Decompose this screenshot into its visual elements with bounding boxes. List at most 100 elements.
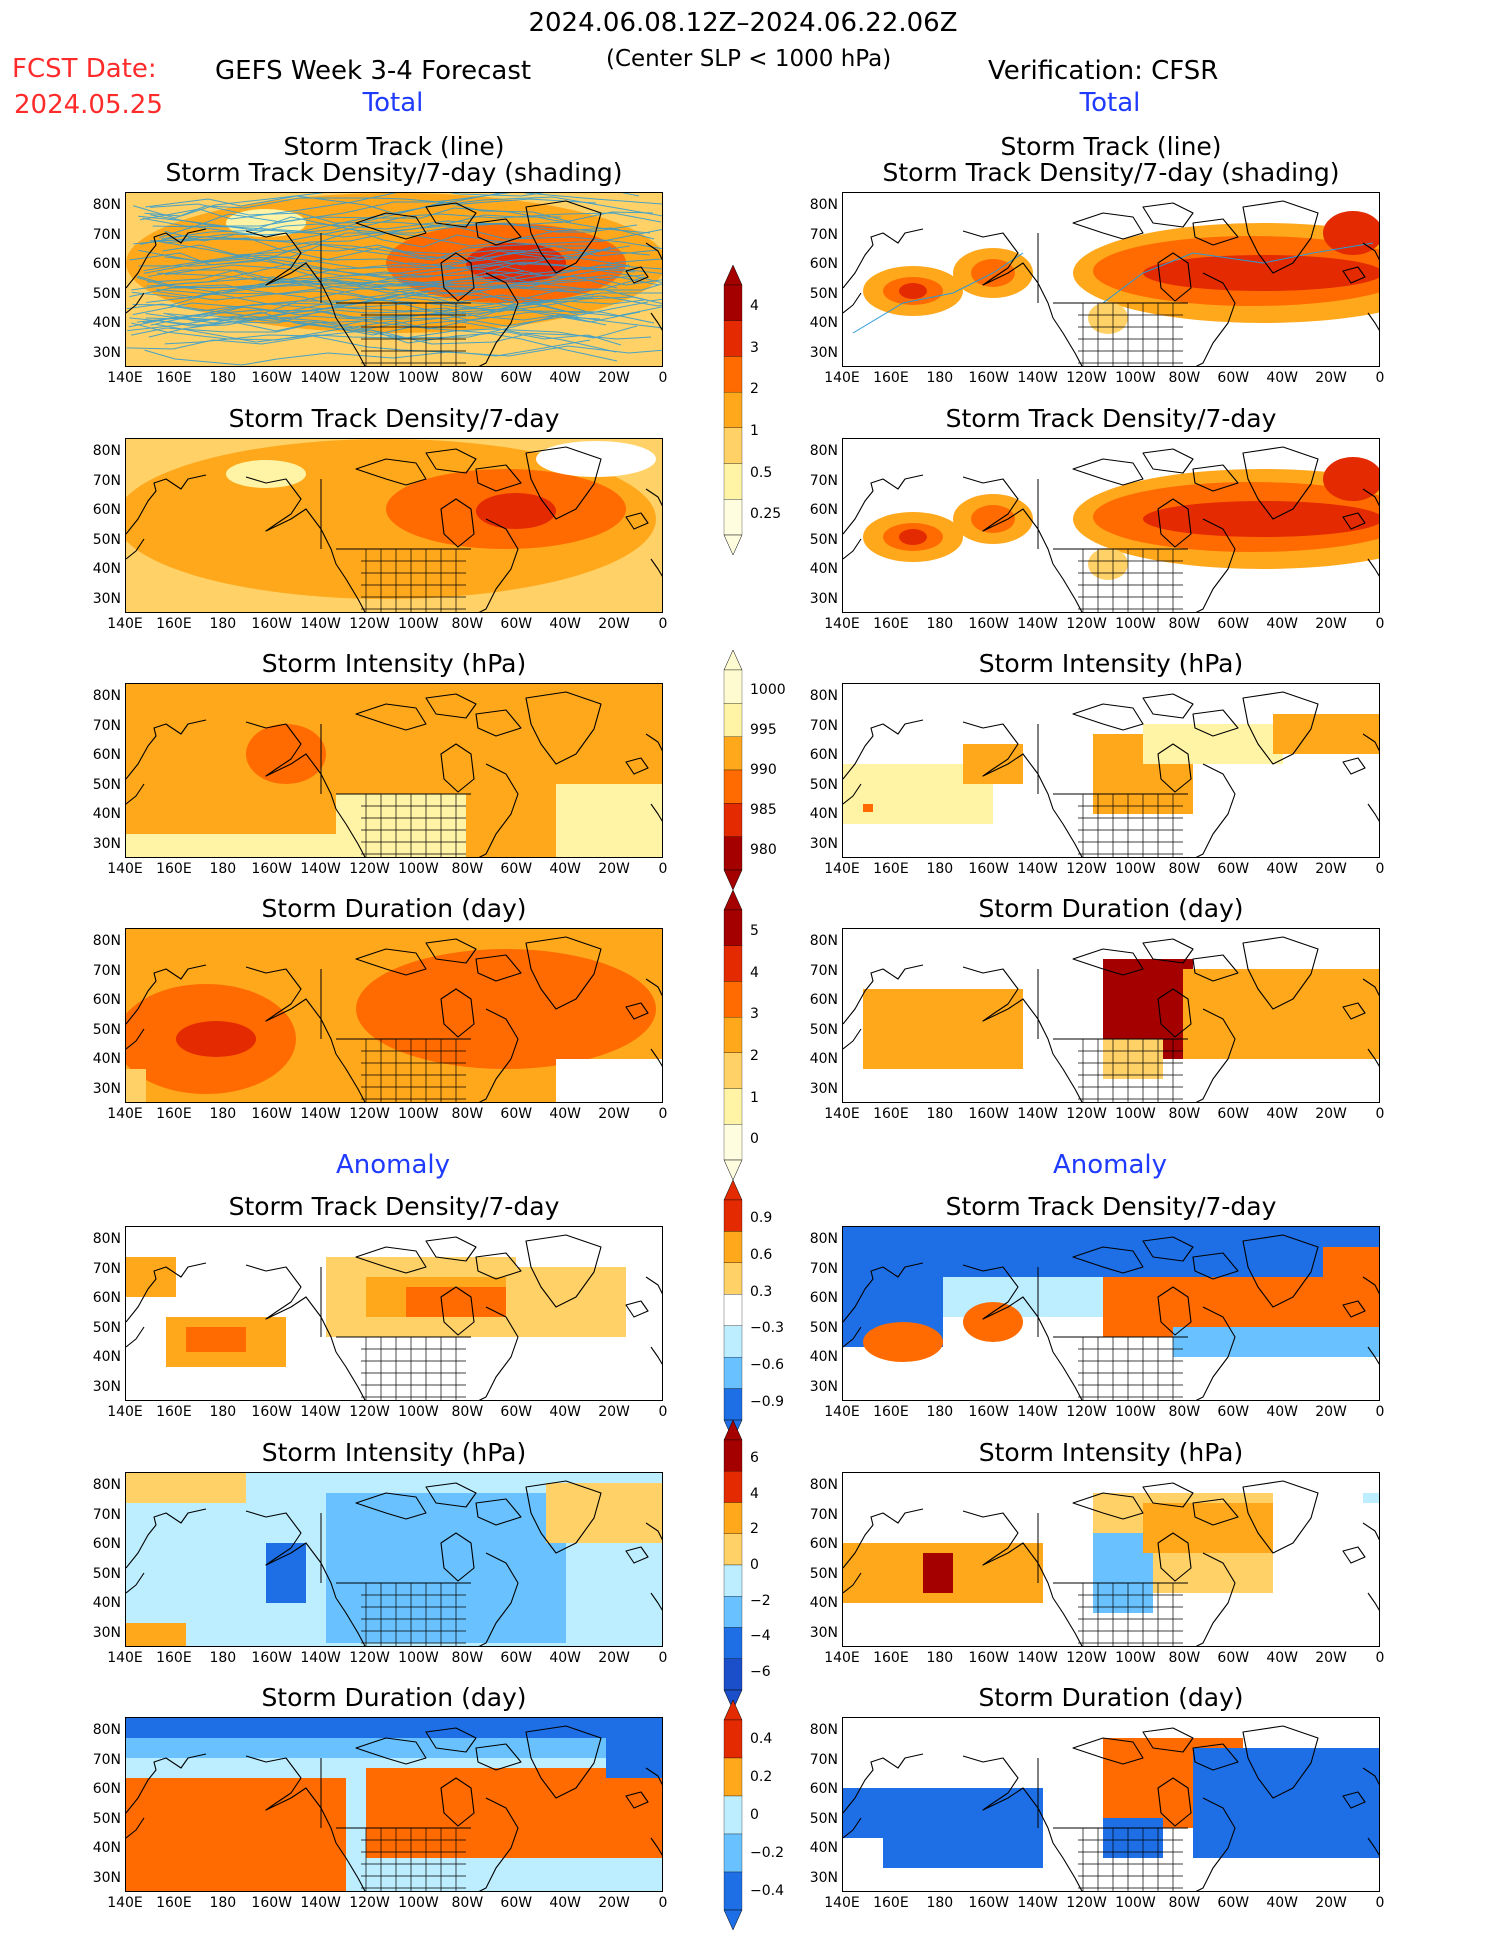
lon-tick-label: 100W [398, 616, 439, 632]
lat-tick-label: 50N [809, 1810, 838, 1827]
lat-tick-label: 70N [92, 472, 121, 489]
map-panel-verification-2 [842, 438, 1380, 613]
lon-tick-label: 140E [107, 861, 143, 877]
lat-tick-label: 30N [92, 344, 121, 361]
lon-tick-label: 180 [926, 616, 954, 632]
lon-tick-label: 140W [300, 1895, 341, 1911]
lon-tick-label: 20W [1315, 1404, 1347, 1420]
lat-tick-label: 60N [809, 1781, 838, 1797]
lon-tick-label: 80W [451, 1106, 484, 1122]
lon-tick-label: 40W [1266, 1895, 1299, 1911]
colorbar-label: 1 [750, 422, 759, 439]
lat-tick-label: 50N [809, 531, 838, 548]
lat-tick-label: 40N [92, 561, 121, 577]
lon-tick-label: 160E [156, 861, 192, 877]
lon-tick-label: 80W [1168, 1895, 1201, 1911]
lat-tick-label: 40N [809, 561, 838, 577]
lon-tick-label: 160E [156, 1650, 192, 1666]
lat-tick-label: 60N [92, 256, 121, 272]
lat-tick-label: 50N [92, 1319, 121, 1336]
lon-tick-label: 0 [658, 1404, 668, 1420]
lat-tick-label: 40N [809, 1840, 838, 1856]
panel-title-track_density: Storm Track Density/7-day [945, 404, 1277, 433]
lat-tick-label: 70N [92, 717, 121, 734]
panel-title-track_line: Storm Track (line) [283, 132, 505, 161]
lat-tick-label: 30N [809, 1378, 838, 1395]
lon-tick-label: 180 [209, 1895, 237, 1911]
lon-tick-label: 100W [1115, 1106, 1156, 1122]
lon-tick-label: 140E [824, 1650, 860, 1666]
lon-tick-label: 60W [500, 370, 533, 386]
map-panel-verification-6 [842, 1472, 1380, 1647]
panel-title-track_density: Storm Track Density/7-day [228, 1192, 560, 1221]
lat-tick-label: 80N [809, 1231, 838, 1247]
lon-tick-label: 0 [658, 1895, 668, 1911]
section-anomaly-left: Anomaly [335, 1150, 451, 1180]
lon-tick-label: 40W [1266, 1404, 1299, 1420]
lat-tick-label: 50N [809, 776, 838, 793]
lon-tick-label: 140W [300, 1650, 341, 1666]
lat-tick-label: 40N [92, 1349, 121, 1365]
lon-tick-label: 160W [251, 1895, 293, 1911]
colorbar-label: −0.6 [750, 1357, 784, 1373]
lon-tick-label: 80W [451, 1404, 484, 1420]
lon-tick-label: 120W [1066, 1404, 1107, 1420]
colorbar-label: 0.2 [750, 1769, 773, 1785]
colorbar-label: −2 [750, 1592, 771, 1609]
colorbar-label: 1 [750, 1089, 759, 1106]
lon-tick-label: 60W [500, 861, 533, 877]
lon-tick-label: 60W [1217, 1650, 1250, 1666]
lon-tick-label: 80W [451, 861, 484, 877]
right-title: Verification: CFSR [988, 56, 1219, 86]
colorbar-label: 0 [750, 1557, 759, 1573]
colorbar-label: 3 [750, 1006, 759, 1023]
lat-tick-label: 30N [92, 835, 121, 852]
lon-tick-label: 140W [1017, 1650, 1058, 1666]
lon-tick-label: 140W [1017, 861, 1058, 877]
colorbar-label: 0.4 [750, 1731, 773, 1747]
lat-tick-label: 70N [809, 962, 838, 979]
lon-tick-label: 100W [398, 1404, 439, 1420]
panel-title-track_density_shading: Storm Track Density/7-day (shading) [882, 158, 1340, 187]
lon-tick-label: 160W [968, 616, 1010, 632]
lon-tick-label: 80W [451, 370, 484, 386]
lat-tick-label: 50N [92, 531, 121, 548]
lon-tick-label: 180 [926, 370, 954, 386]
lon-tick-label: 140W [300, 861, 341, 877]
lat-tick-label: 80N [92, 443, 121, 459]
colorbar-label: 3 [750, 339, 759, 356]
lon-tick-label: 120W [349, 861, 390, 877]
lon-tick-label: 0 [658, 1106, 668, 1122]
lon-tick-label: 120W [349, 1650, 390, 1666]
panel-title-duration: Storm Duration (day) [978, 1683, 1244, 1712]
lon-tick-label: 60W [500, 1106, 533, 1122]
lat-tick-label: 70N [809, 1506, 838, 1523]
lon-tick-label: 180 [209, 861, 237, 877]
lon-tick-label: 100W [398, 1106, 439, 1122]
panel-title-track_line: Storm Track (line) [1000, 132, 1222, 161]
colorbar-label: 0.6 [750, 1247, 773, 1263]
lat-tick-label: 30N [809, 1624, 838, 1641]
lon-tick-label: 0 [1375, 1106, 1385, 1122]
colorbar-label: 4 [750, 297, 759, 314]
lon-tick-label: 180 [209, 1650, 237, 1666]
lon-tick-label: 160E [873, 1650, 909, 1666]
map-panel-forecast-7 [125, 1717, 663, 1892]
lon-tick-label: 160E [873, 1895, 909, 1911]
colorbar-label: −0.9 [750, 1393, 784, 1410]
fcst-label: FCST Date: [12, 54, 157, 84]
colorbar-label: 985 [750, 802, 777, 818]
lon-tick-label: 140E [824, 861, 860, 877]
lon-tick-label: 20W [598, 1895, 630, 1911]
colorbar-intensity-total: 1000 995 990 985 980 [722, 649, 800, 891]
colorbar-duration-anomaly: 0.4 0.2 0 −0.2 −0.4 [722, 1699, 800, 1931]
fcst-date: 2024.05.25 [14, 90, 163, 120]
lon-tick-label: 140E [107, 1895, 143, 1911]
lon-tick-label: 0 [658, 370, 668, 386]
lon-tick-label: 160E [156, 1106, 192, 1122]
lat-tick-label: 60N [809, 502, 838, 518]
lon-tick-label: 40W [1266, 1650, 1299, 1666]
lat-tick-label: 80N [809, 1722, 838, 1738]
lon-tick-label: 120W [1066, 1650, 1107, 1666]
colorbar-density-total: 4 3 2 1 0.5 0.25 [722, 264, 800, 556]
